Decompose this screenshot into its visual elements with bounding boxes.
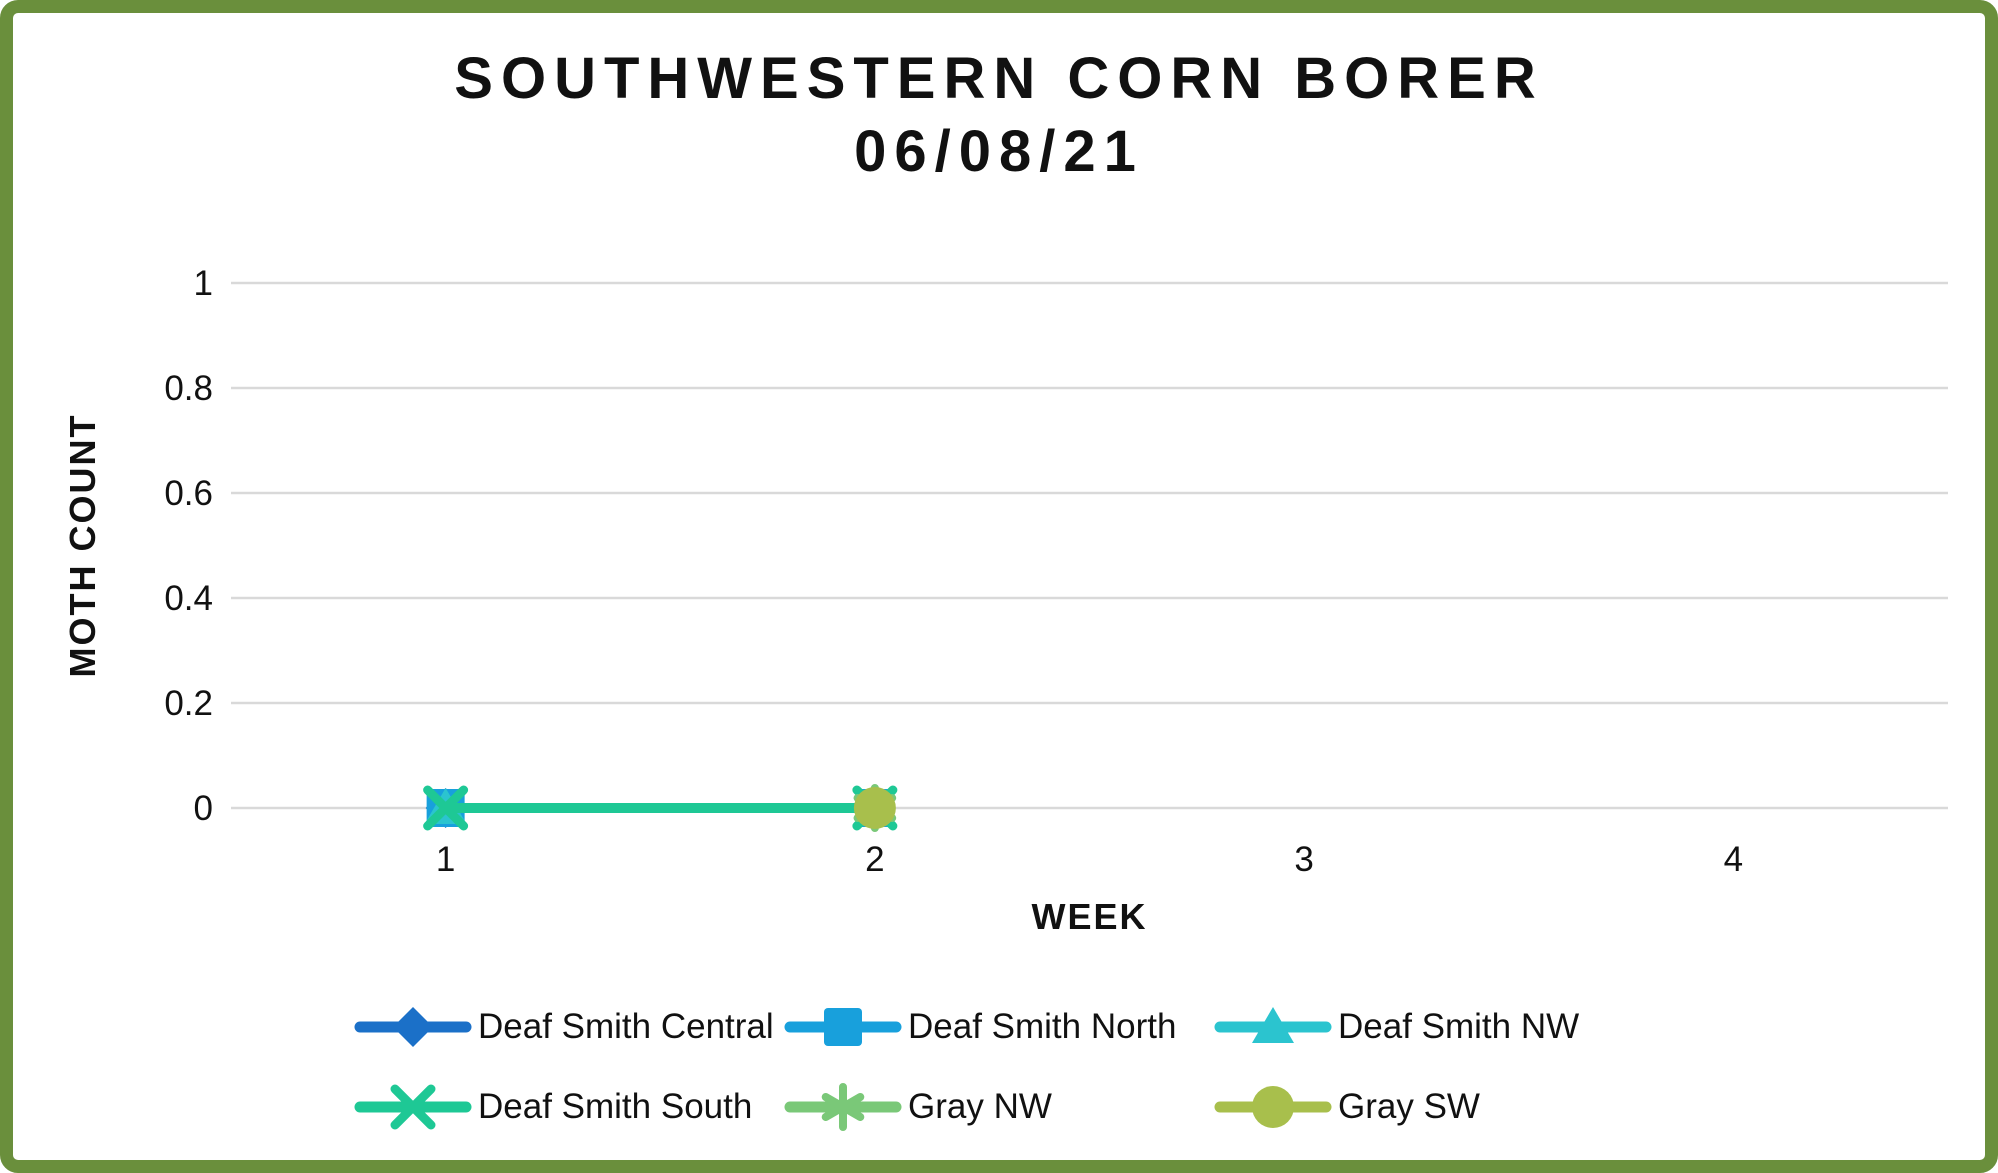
x-tick-label: 2 <box>865 840 884 879</box>
chart-title-line1: SOUTHWESTERN CORN BORER <box>454 46 1544 111</box>
legend-key-icon <box>784 1083 902 1131</box>
y-tick-label: 0.4 <box>164 579 213 618</box>
chart-legend: Deaf Smith Central Deaf Smith North Deaf S… <box>13 1001 1985 1133</box>
y-tick-label: 1 <box>194 264 213 303</box>
x-tick-label: 3 <box>1294 840 1313 879</box>
y-tick-label: 0 <box>194 789 213 828</box>
x-marker-icon <box>390 1084 436 1130</box>
asterisk-marker-icon <box>821 1083 865 1131</box>
legend-item-deaf-smith-nw: Deaf Smith NW <box>1214 1001 1644 1053</box>
circle-marker-icon <box>1252 1086 1294 1128</box>
legend-item-deaf-smith-central: Deaf Smith Central <box>354 1001 784 1053</box>
x-tick-label: 1 <box>436 840 455 879</box>
legend-item-deaf-smith-north: Deaf Smith North <box>784 1001 1214 1053</box>
legend-item-gray-nw: Gray NW <box>784 1081 1214 1133</box>
y-axis-title: MOTH COUNT <box>62 414 103 678</box>
x-tick-label: 4 <box>1724 840 1743 879</box>
legend-label: Deaf Smith South <box>478 1087 753 1126</box>
legend-label: Deaf Smith North <box>908 1007 1177 1046</box>
legend-label: Gray NW <box>908 1087 1052 1126</box>
x-axis-title: WEEK <box>1032 896 1148 937</box>
legend-key-icon <box>354 1084 472 1130</box>
square-marker-icon <box>824 1008 862 1046</box>
y-tick-label: 0.8 <box>164 369 213 408</box>
legend-key-icon <box>354 1007 472 1047</box>
chart-title-line2: 06/08/21 <box>854 118 1144 184</box>
legend-label: Deaf Smith Central <box>478 1007 774 1046</box>
y-tick-label: 0.2 <box>164 684 213 723</box>
legend-item-deaf-smith-south: Deaf Smith South <box>354 1081 784 1133</box>
y-tick-label: 0.6 <box>164 474 213 513</box>
plot-area: 0 0.2 0.4 0.6 0.8 1 1 2 3 4 WEEK MOTH COUNT <box>62 264 1948 937</box>
legend-key-icon <box>1214 1007 1332 1043</box>
legend-item-gray-sw: Gray SW <box>1214 1081 1644 1133</box>
chart-title: SOUTHWESTERN CORN BORER 06/08/21 <box>13 43 1985 188</box>
circle-marker-icon <box>853 787 896 829</box>
legend-label: Gray SW <box>1338 1087 1480 1126</box>
diamond-marker-icon <box>393 1007 433 1047</box>
legend-key-icon <box>784 1008 902 1046</box>
x-marker-icon <box>423 785 469 831</box>
legend-key-icon <box>1214 1086 1332 1128</box>
legend-label: Deaf Smith NW <box>1338 1007 1580 1046</box>
triangle-marker-icon <box>1252 1007 1294 1043</box>
